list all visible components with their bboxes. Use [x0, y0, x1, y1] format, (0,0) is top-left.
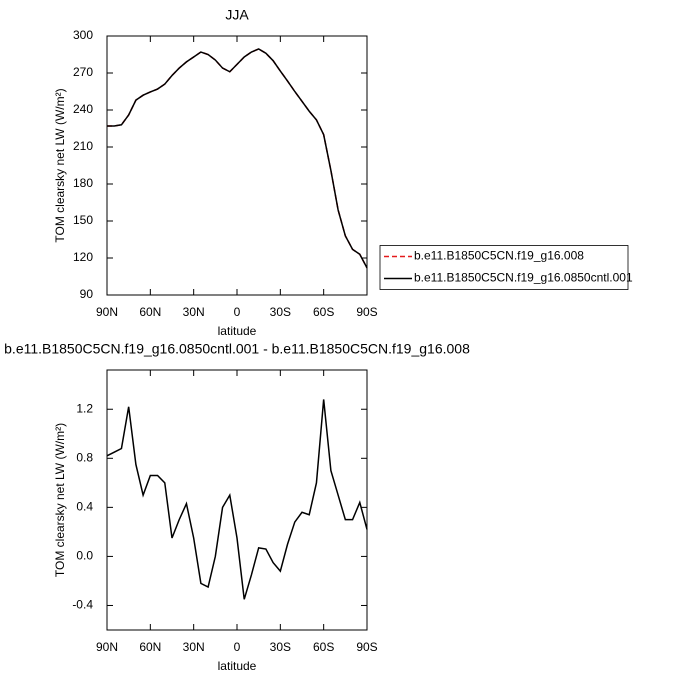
x-tick-label: 60N [139, 640, 161, 654]
y-tick-label: 0.4 [76, 500, 93, 514]
y-tick-label: 120 [73, 250, 93, 264]
x-tick-label: 90S [356, 640, 377, 654]
x-tick-label: 30S [270, 305, 291, 319]
y-tick-label: 180 [73, 176, 93, 190]
x-tick-label: 0 [234, 640, 241, 654]
x-tick-label: 90N [96, 640, 118, 654]
y-tick-label: 90 [80, 287, 94, 301]
x-tick-label: 60N [139, 305, 161, 319]
y-axis-label: TOM clearsky net LW (W/m²) [53, 423, 67, 577]
x-axis-label: latitude [218, 659, 257, 673]
y-tick-label: 150 [73, 213, 93, 227]
y-tick-label: 0.0 [76, 549, 93, 563]
chart-title: b.e11.B1850C5CN.f19_g16.0850cntl.001 - b… [4, 341, 470, 357]
x-tick-label: 0 [234, 305, 241, 319]
plot-frame [106, 369, 368, 631]
y-tick-label: 300 [73, 28, 93, 42]
legend-label: b.e11.B1850C5CN.f19_g16.0850cntl.001 [414, 271, 633, 285]
x-tick-label: 30N [183, 640, 205, 654]
plot-frame [106, 35, 368, 296]
x-axis-label: latitude [218, 324, 257, 338]
y-tick-label: 1.2 [76, 401, 93, 415]
data-line [106, 399, 368, 600]
y-tick-label: 240 [73, 102, 93, 116]
x-tick-label: 90S [356, 305, 377, 319]
y-tick-label: 0.8 [76, 450, 93, 464]
x-tick-label: 30N [183, 305, 205, 319]
x-tick-label: 90N [96, 305, 118, 319]
x-tick-label: 60S [313, 305, 334, 319]
data-line [107, 48, 368, 269]
legend-box [379, 245, 629, 290]
y-tick-label: 270 [73, 65, 93, 79]
legend-label: b.e11.B1850C5CN.f19_g16.008 [414, 249, 584, 263]
x-tick-label: 30S [270, 640, 291, 654]
x-tick-label: 60S [313, 640, 334, 654]
y-axis-label: TOM clearsky net LW (W/m²) [53, 88, 67, 242]
y-tick-label: 210 [73, 139, 93, 153]
y-tick-label: -0.4 [72, 598, 93, 612]
chart-title: JJA [225, 7, 249, 23]
